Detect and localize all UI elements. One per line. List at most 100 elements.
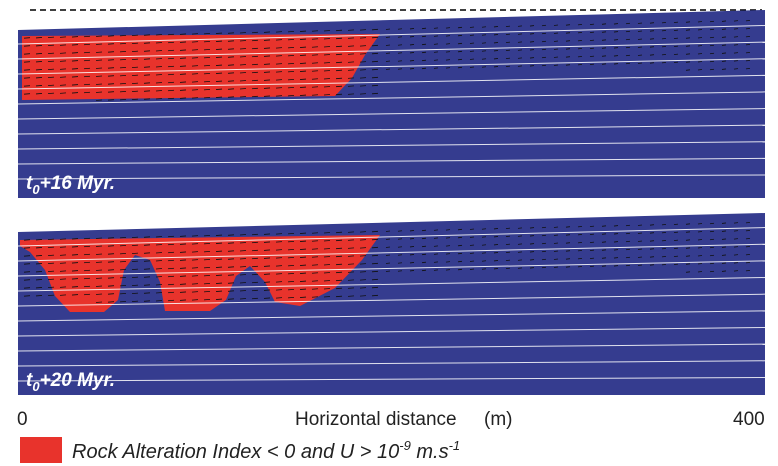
flow-arrow — [167, 81, 175, 84]
flow-arrow — [637, 46, 643, 48]
flow-arrow — [167, 33, 175, 36]
flow-arrow — [601, 23, 607, 25]
flow-arrow — [299, 256, 307, 258]
flow-arrow — [661, 45, 667, 48]
flow-arrow — [23, 53, 31, 55]
flow-arrow — [709, 270, 715, 273]
flow-arrow — [529, 227, 535, 229]
flow-arrow — [335, 295, 343, 298]
flow-arrow — [625, 22, 631, 25]
flow-arrow — [107, 253, 115, 255]
flow-arrow — [95, 245, 103, 247]
flow-arrow — [179, 259, 187, 261]
flow-arrow — [143, 268, 151, 270]
flow-arrow — [167, 57, 175, 60]
flow-arrow — [179, 291, 187, 293]
flow-arrow — [745, 221, 751, 224]
flow-arrow — [347, 93, 355, 95]
flow-arrow — [311, 62, 319, 64]
flow-arrow — [589, 63, 595, 66]
flow-arrow — [47, 92, 55, 95]
flow-arrow — [191, 291, 199, 293]
flow-arrow — [625, 232, 631, 235]
flow-arrow — [239, 72, 247, 74]
flow-arrow — [625, 54, 631, 57]
flow-arrow — [155, 300, 163, 302]
flow-arrow — [565, 40, 571, 42]
flow-arrow — [251, 63, 259, 66]
flow-arrow — [275, 297, 283, 299]
flow-arrow — [517, 49, 523, 51]
flow-arrow — [481, 66, 487, 68]
flow-arrow — [347, 69, 355, 71]
flow-arrow — [625, 62, 631, 65]
flow-arrow — [505, 227, 511, 230]
flow-arrow — [553, 266, 559, 268]
flow-arrow — [565, 32, 571, 34]
flow-arrow — [263, 241, 271, 243]
flow-arrow — [131, 50, 139, 53]
flow-arrow — [191, 259, 199, 261]
flow-arrow — [685, 69, 691, 71]
flow-arrow — [385, 44, 391, 46]
flow-arrow — [35, 271, 43, 273]
flow-arrow — [71, 84, 79, 86]
flow-arrow — [23, 93, 31, 95]
flow-arrow — [335, 271, 343, 274]
flow-arrow — [251, 249, 259, 252]
flow-arrow — [167, 73, 175, 76]
flow-arrow — [553, 234, 559, 236]
flow-arrow — [371, 246, 379, 249]
flow-arrow — [167, 49, 175, 52]
flow-arrow — [661, 53, 667, 56]
flow-arrow — [35, 85, 43, 87]
flow-arrow — [517, 243, 523, 245]
flow-arrow — [191, 89, 199, 91]
flow-arrow — [131, 300, 139, 303]
flow-arrow — [71, 36, 79, 38]
flow-arrow — [625, 264, 631, 267]
flow-arrow — [445, 43, 451, 45]
stratum-line — [17, 376, 766, 382]
flow-arrow — [119, 58, 127, 61]
flow-arrow — [709, 20, 715, 23]
flow-arrow — [409, 230, 415, 232]
flow-arrow — [601, 39, 607, 41]
flow-arrow — [179, 73, 187, 75]
flow-arrow — [505, 243, 511, 246]
flow-arrow — [541, 24, 547, 27]
flow-arrow — [685, 231, 691, 233]
flow-arrow — [697, 45, 703, 47]
flow-arrow — [517, 57, 523, 59]
flow-arrow — [673, 223, 679, 225]
flow-arrow — [107, 269, 115, 271]
flow-arrow — [143, 276, 151, 278]
flow-arrow — [323, 54, 331, 56]
flow-arrow — [637, 256, 643, 258]
flow-arrow — [23, 279, 31, 281]
flow-arrow — [613, 233, 619, 235]
flow-arrow — [371, 84, 379, 87]
flow-arrow — [239, 290, 247, 292]
stratum-line — [17, 41, 766, 60]
flow-arrow — [179, 33, 187, 35]
flow-arrow — [251, 257, 259, 260]
flow-arrow — [613, 23, 619, 25]
flow-arrow — [335, 69, 343, 72]
flow-arrow — [71, 44, 79, 46]
flow-arrow — [481, 236, 487, 238]
flow-arrow — [71, 92, 79, 94]
flow-arrow — [469, 244, 475, 246]
flow-arrow — [107, 245, 115, 247]
flow-arrow — [637, 62, 643, 64]
flow-arrow — [107, 67, 115, 69]
flow-arrow — [23, 85, 31, 87]
flow-arrow — [347, 61, 355, 63]
flow-arrow — [299, 296, 307, 298]
flow-arrow — [119, 260, 127, 263]
flow-arrow — [709, 230, 715, 233]
flow-arrow — [47, 278, 55, 281]
flow-arrow — [409, 36, 415, 38]
flow-arrow — [167, 299, 175, 302]
